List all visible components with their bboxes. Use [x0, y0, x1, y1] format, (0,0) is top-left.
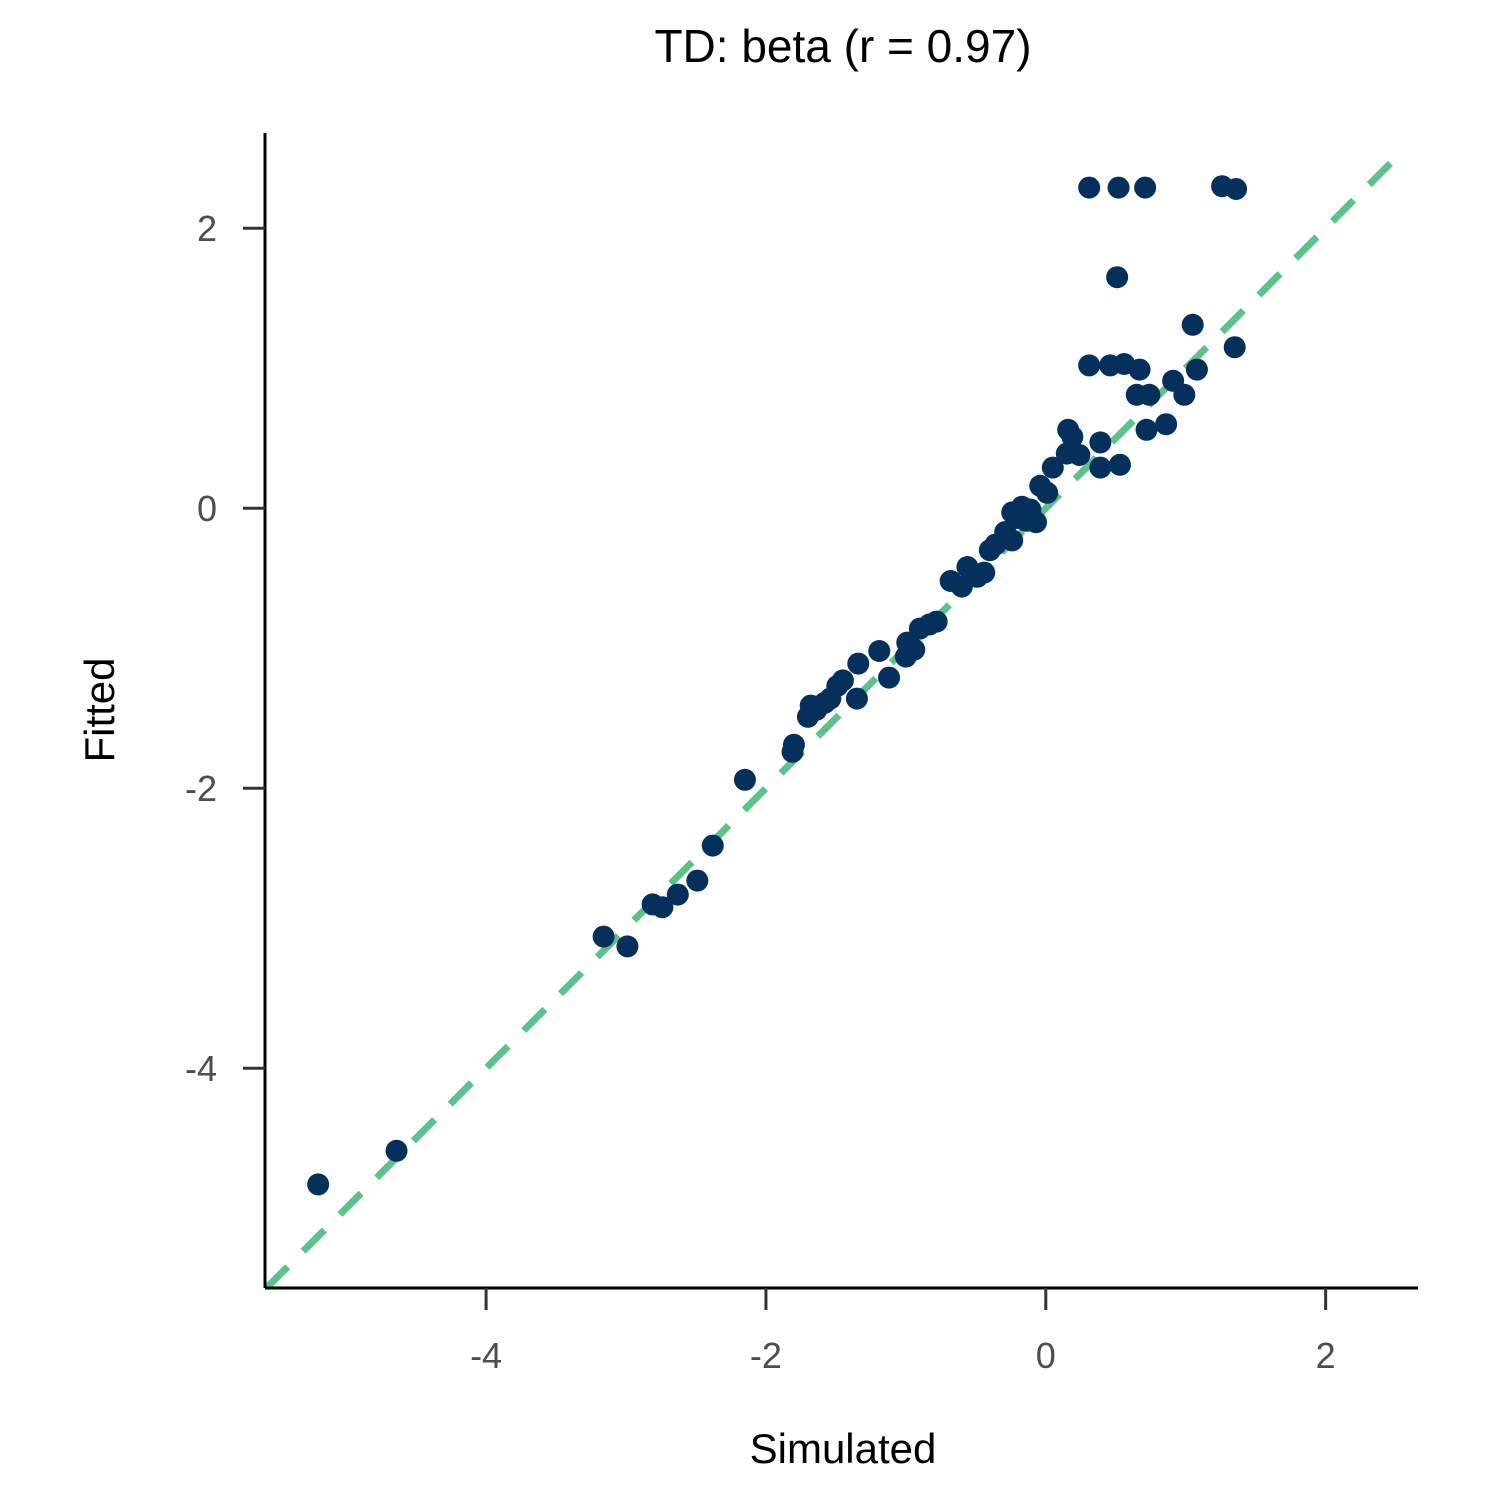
data-point [616, 935, 639, 958]
data-point [1225, 178, 1248, 200]
data-point [847, 652, 870, 675]
data-point [686, 869, 709, 892]
data-point [651, 896, 674, 919]
data-point [831, 669, 854, 692]
y-tick-label: 0 [197, 488, 217, 529]
data-point [1078, 354, 1101, 377]
data-point [592, 925, 615, 948]
x-tick-label: -4 [470, 1335, 502, 1376]
data-point [1173, 383, 1196, 406]
data-point [925, 610, 948, 633]
data-point [1108, 453, 1131, 476]
chart-title: TD: beta (r = 0.97) [654, 20, 1031, 72]
data-point [1078, 176, 1101, 199]
y-tick-label: -2 [185, 768, 217, 809]
data-point [878, 666, 901, 689]
identity-line [263, 151, 1403, 1291]
y-tick-label: 2 [197, 208, 217, 249]
data-point [385, 1139, 408, 1162]
data-point [782, 733, 805, 756]
data-point [733, 768, 756, 791]
data-point [868, 640, 891, 662]
data-point [1061, 425, 1084, 448]
data-point [973, 561, 996, 584]
data-point [1024, 511, 1047, 534]
data-point [1068, 444, 1091, 466]
data-point [1107, 176, 1130, 199]
plot-area: -4 -2 0 2 -4 -2 0 2 [185, 133, 1418, 1376]
y-axis-title: Fitted [76, 657, 123, 762]
data-point [1089, 456, 1112, 479]
data-point [1135, 418, 1158, 441]
x-tick-label: -2 [750, 1335, 782, 1376]
data-point [1128, 358, 1151, 381]
data-point [1036, 481, 1059, 504]
x-axis-title: Simulated [750, 1425, 937, 1472]
data-point [1089, 431, 1112, 454]
data-point [1155, 413, 1178, 436]
data-point [1138, 383, 1161, 406]
data-point [845, 687, 868, 710]
data-point [1134, 176, 1157, 199]
data-point [1185, 358, 1208, 381]
data-point [1181, 313, 1204, 336]
data-point [1106, 266, 1129, 289]
data-point [903, 638, 926, 661]
data-point [307, 1173, 330, 1196]
data-point [1223, 336, 1246, 359]
data-point [666, 883, 689, 906]
y-tick-label: -4 [185, 1048, 217, 1089]
data-point [1001, 529, 1024, 552]
x-tick-label: 2 [1316, 1335, 1336, 1376]
x-tick-label: 0 [1036, 1335, 1056, 1376]
data-point [701, 834, 724, 857]
data-point [1041, 456, 1064, 479]
